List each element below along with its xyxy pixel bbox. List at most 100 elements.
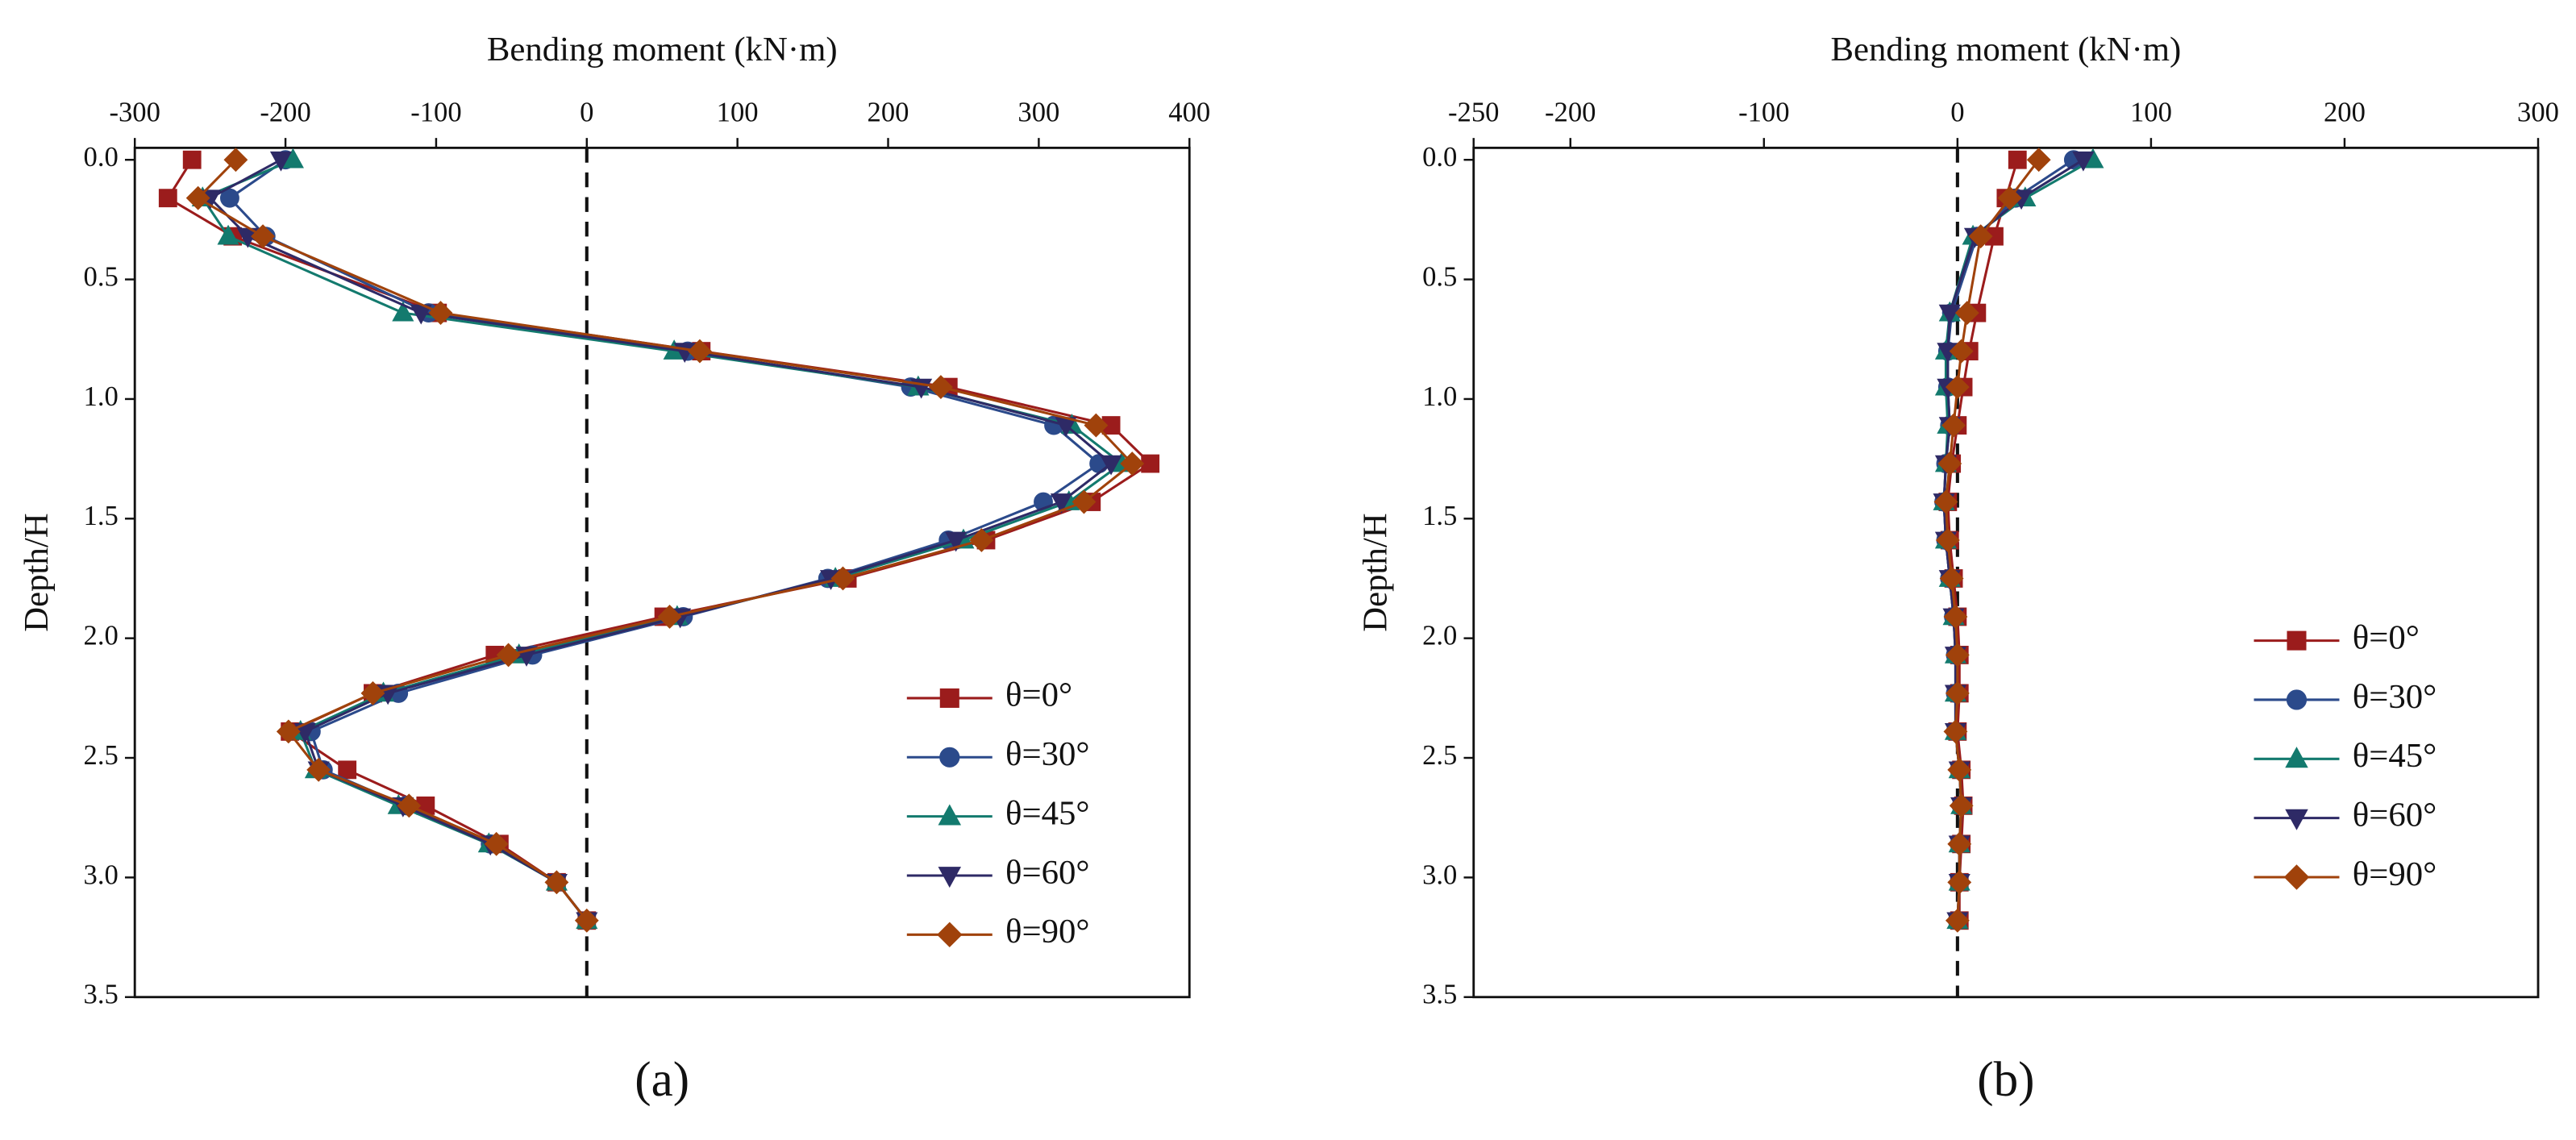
- x-tick-label: 300: [1017, 98, 1059, 128]
- marker: [1997, 185, 2022, 210]
- marker: [1949, 793, 1974, 818]
- legend-label: θ=45°: [1005, 794, 1089, 832]
- x-tick-label: 100: [717, 98, 759, 128]
- marker: [1943, 605, 1968, 629]
- x-axis-title: Bending moment (kN·m): [1831, 31, 2182, 69]
- legend-marker: [2285, 747, 2308, 768]
- y-tick-label: 3.5: [1422, 980, 1457, 1010]
- legend-label: θ=90°: [1005, 913, 1089, 951]
- marker: [251, 224, 275, 249]
- x-tick-label: 200: [868, 98, 909, 128]
- marker: [1933, 489, 1958, 514]
- marker: [945, 531, 968, 552]
- marker: [1100, 455, 1122, 476]
- marker: [1945, 680, 1970, 705]
- marker: [338, 760, 357, 780]
- marker: [1141, 454, 1160, 473]
- marker: [397, 793, 422, 818]
- legend-label: θ=0°: [1005, 676, 1072, 714]
- legend-marker: [2283, 864, 2310, 890]
- legend-label: θ=30°: [1005, 735, 1089, 773]
- x-tick-label: 300: [2517, 98, 2559, 128]
- plot-frame: [133, 146, 1191, 999]
- marker: [1072, 489, 1097, 514]
- marker: [2072, 151, 2095, 172]
- marker: [1954, 301, 1979, 326]
- legend-marker: [2285, 809, 2308, 830]
- y-tick-label: 2.5: [1422, 740, 1457, 771]
- x-tick-label: -200: [1545, 98, 1596, 128]
- panel-label: (a): [635, 1053, 689, 1107]
- y-tick-label: 3.0: [84, 859, 119, 890]
- legend-label: θ=60°: [2353, 796, 2437, 834]
- marker: [484, 831, 509, 856]
- y-tick-label: 2.0: [1422, 621, 1457, 651]
- x-tick-label: -100: [1738, 98, 1789, 128]
- marker: [496, 643, 521, 668]
- marker: [2026, 148, 2051, 173]
- marker: [1937, 451, 1962, 476]
- marker: [1943, 719, 1968, 744]
- marker: [1939, 566, 1964, 591]
- y-tick-label: 3.0: [1422, 859, 1457, 890]
- marker: [276, 719, 301, 744]
- marker: [544, 870, 569, 895]
- marker: [688, 339, 712, 364]
- y-axis-title: Depth/H: [18, 513, 56, 631]
- marker: [2008, 150, 2027, 169]
- marker: [281, 148, 304, 169]
- y-tick-label: 0.5: [84, 262, 119, 293]
- marker: [574, 908, 599, 933]
- marker: [830, 566, 855, 591]
- marker: [219, 188, 239, 208]
- x-axis-title: Bending moment (kN·m): [487, 31, 838, 69]
- marker: [1945, 375, 1970, 400]
- x-tick-label: -100: [410, 98, 461, 128]
- marker: [1947, 831, 1972, 856]
- marker: [217, 224, 239, 245]
- legend-marker: [937, 922, 963, 948]
- marker: [223, 148, 248, 173]
- legend-label: θ=60°: [1005, 854, 1089, 892]
- marker: [185, 185, 210, 210]
- marker: [1938, 304, 1961, 325]
- y-tick-label: 2.0: [84, 621, 119, 651]
- legend-label: θ=45°: [2353, 737, 2437, 775]
- legend-marker: [939, 747, 960, 768]
- marker: [1945, 908, 1970, 933]
- x-tick-label: 400: [1168, 98, 1210, 128]
- marker: [1935, 528, 1960, 552]
- legend-marker: [939, 688, 959, 708]
- x-tick-label: -300: [109, 98, 160, 128]
- y-tick-label: 1.5: [84, 501, 119, 531]
- marker: [1949, 339, 1974, 364]
- x-tick-label: 100: [2130, 98, 2172, 128]
- marker: [182, 150, 202, 169]
- series-line: [196, 159, 1134, 922]
- marker: [360, 680, 385, 705]
- legend-marker: [2286, 689, 2308, 710]
- x-tick-label: 200: [2324, 98, 2366, 128]
- marker: [969, 528, 994, 552]
- y-tick-label: 3.5: [84, 980, 119, 1010]
- marker: [392, 301, 414, 322]
- marker: [428, 301, 453, 326]
- marker: [1968, 224, 1993, 249]
- marker: [657, 605, 682, 629]
- y-tick-label: 0.0: [1422, 142, 1457, 173]
- y-tick-label: 0.0: [84, 142, 119, 173]
- panel-label: (b): [1977, 1053, 2034, 1107]
- marker: [928, 375, 953, 400]
- x-tick-label: 0: [1950, 98, 1964, 128]
- legend-label: θ=30°: [2353, 678, 2437, 716]
- series-line: [208, 158, 1113, 922]
- marker: [1084, 413, 1109, 438]
- marker: [158, 189, 177, 208]
- y-tick-label: 1.0: [1422, 381, 1457, 412]
- legend-label: θ=0°: [2353, 618, 2420, 656]
- marker: [1947, 757, 1972, 782]
- x-tick-label: -200: [260, 98, 310, 128]
- x-tick-label: 0: [580, 98, 593, 128]
